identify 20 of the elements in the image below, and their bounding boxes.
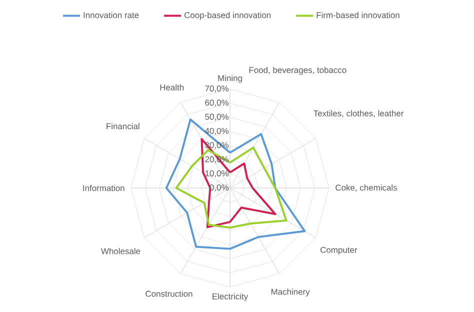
spoke-label: Food, beverages, tobacco [249,66,346,75]
y-tick-label: 40,0% [204,128,228,135]
spoke-label: Mining [218,74,242,83]
y-tick-label: 10,0% [205,170,228,178]
spoke-label: Textiles, clothes, leather [314,110,404,118]
spoke-label: Health [160,84,184,90]
spoke-label: Financial [106,123,140,130]
spoke-label: Construction [146,290,192,297]
spoke-label: Machinery [271,288,310,296]
y-tick-label: 70,0% [205,86,228,92]
legend-label: Coop-based innovation [184,12,271,20]
spoke-label: Information [83,184,124,192]
spoke-label: Electricity [212,293,248,302]
legend-label: Firm-based innovation [316,12,400,18]
spoke-label: Coke, chemicals [336,184,397,192]
spoke-label: Wholesale [101,248,140,254]
y-tick-label: 60,0% [205,100,228,107]
y-tick-label: 50,0% [205,114,228,121]
spoke-label: Computer [320,246,358,255]
legend-label: Innovation rate [84,12,139,18]
